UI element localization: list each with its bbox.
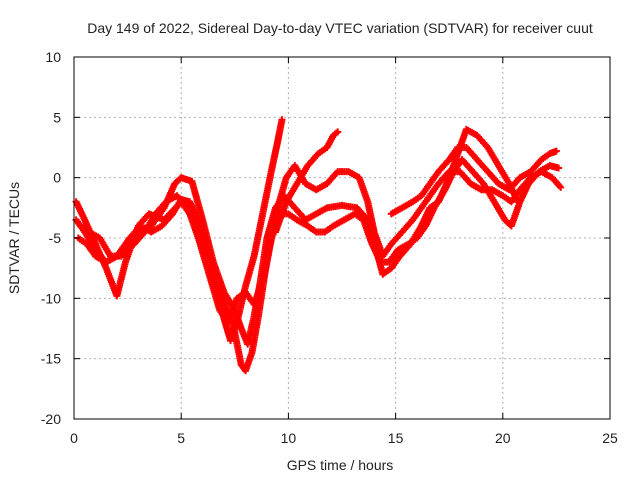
data-points [72, 116, 565, 375]
data-point [278, 116, 286, 124]
y-tick-label: 5 [53, 109, 61, 125]
axis-ticks: 0 5 10 15 20 25 10 5 0 -5 -10 -15 -20 [41, 49, 618, 446]
y-tick-label: 0 [53, 170, 61, 186]
y-tick-label: -10 [41, 290, 61, 306]
y-tick-label: 10 [45, 49, 61, 65]
series-track-d [76, 162, 565, 326]
data-point [557, 183, 565, 191]
y-tick-label: -15 [41, 351, 61, 367]
series-track-e [272, 128, 342, 236]
data-point [555, 164, 563, 172]
x-tick-label: 0 [70, 430, 78, 446]
x-tick-label: 10 [281, 430, 297, 446]
x-tick-label: 25 [602, 430, 618, 446]
x-axis-label: GPS time / hours [287, 457, 394, 473]
y-tick-label: -5 [49, 230, 62, 246]
x-tick-label: 20 [495, 430, 511, 446]
x-tick-label: 5 [177, 430, 185, 446]
chart-title: Day 149 of 2022, Sidereal Day-to-day VTE… [87, 20, 593, 36]
data-point [334, 128, 342, 136]
data-point [552, 147, 560, 155]
series-track-f [387, 144, 560, 218]
series-track-c [74, 156, 563, 375]
y-axis-label: SDTVAR / TECUs [6, 182, 22, 294]
x-tick-label: 15 [388, 430, 404, 446]
y-tick-label: -20 [41, 411, 61, 427]
